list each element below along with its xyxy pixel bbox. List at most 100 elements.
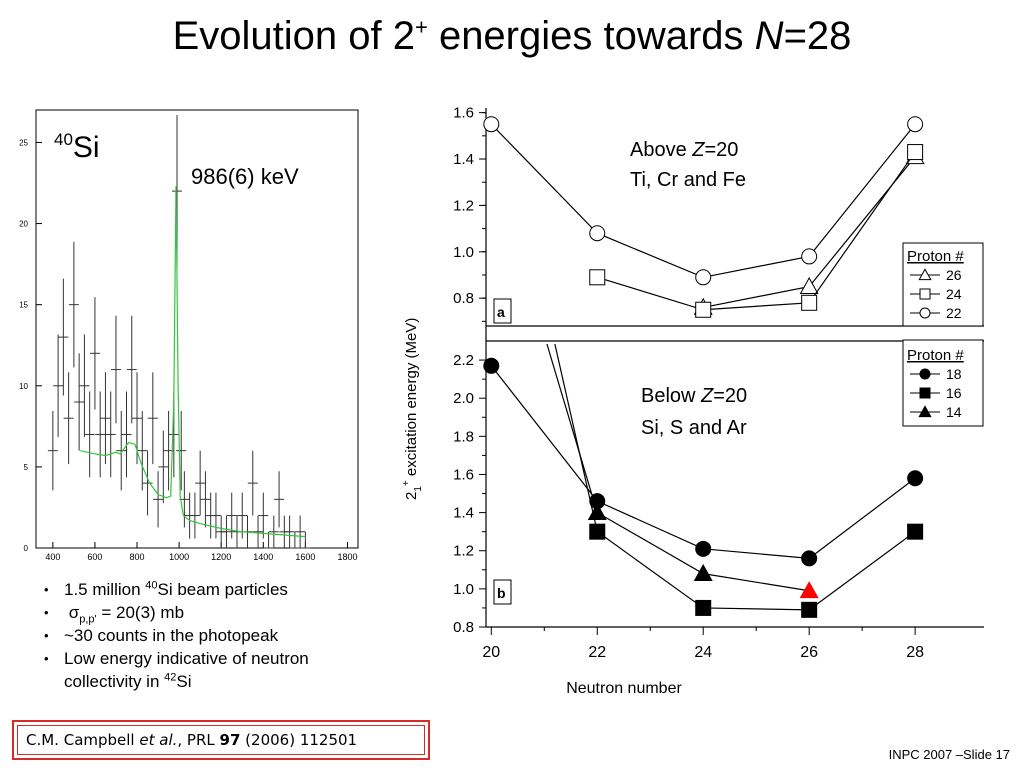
panel-a-legend: Proton # 26 24 22 <box>902 242 984 327</box>
x-tick-label: 24 <box>694 644 712 661</box>
panel-a-data-point-22 <box>907 116 924 133</box>
panel-b-tag: b <box>493 579 512 605</box>
bullet-counts: ~30 counts in the photopeak <box>44 624 309 647</box>
panel-b-y-tick-label: 0.8 <box>453 619 474 636</box>
spectrum-y-tick-label: 0 <box>24 544 29 553</box>
panel-a-y-tick-label: 0.8 <box>453 290 474 307</box>
panel-b-tag-box <box>493 579 512 605</box>
panel-b-data-point-16 <box>907 523 924 540</box>
spectrum-y-tick-label: 5 <box>24 463 29 472</box>
spectrum-x-tick-label: 1600 <box>295 552 315 562</box>
panel-a-y-tick-label: 1.6 <box>453 105 474 122</box>
bullet-cross-section: σp,p' = 20(3) mb <box>44 601 309 625</box>
panel-b-y-tick-label: 2.2 <box>453 352 474 369</box>
panel-b-data-point-14 <box>799 581 819 599</box>
svg-text:a: a <box>497 304 505 320</box>
bullet-beam-particles: 1.5 million 40Si beam particles <box>44 578 309 601</box>
panel-a-data-point-22 <box>589 225 606 242</box>
slide-footer: INPC 2007 –Slide 17 <box>888 747 1010 762</box>
bullet-collectivity: Low energy indicative of neutroncollecti… <box>44 647 309 693</box>
panel-b-y-tick-label: 2.0 <box>453 390 474 407</box>
panel-a-legend-label-26: 26 <box>946 267 962 283</box>
panel-a-series-line-24 <box>597 151 916 311</box>
panel-b-legend-label-16: 16 <box>946 385 962 401</box>
panel-a-legend-marker-24 <box>919 288 931 300</box>
panel-b-y-tick-label: 1.2 <box>453 543 474 560</box>
bullet-list: 1.5 million 40Si beam particles σp,p' = … <box>44 578 309 693</box>
panel-b-legend-label-14: 14 <box>946 404 962 420</box>
reference-box: C.M. Campbell et al., PRL 97 (2006) 1125… <box>12 720 430 760</box>
svg-text:b: b <box>497 585 506 601</box>
spectrum-x-tick-label: 400 <box>45 552 60 562</box>
panel-b-data-point-18 <box>907 470 924 487</box>
panel-b-legend-marker-14 <box>918 405 932 418</box>
spectrum-x-tick-label: 1200 <box>211 552 231 562</box>
panel-a-data-point-24 <box>907 144 924 161</box>
panel-a-y-tick-label: 1.0 <box>453 244 474 261</box>
panel-a-data-point-24 <box>801 294 818 311</box>
panel-b-legend-title: Proton # <box>907 347 964 364</box>
slide-title: Evolution of 2+ energies towards N=28 <box>0 14 1024 59</box>
spectrum-fit-curve <box>80 186 306 538</box>
panel-b-data-point-16 <box>801 601 818 618</box>
panel-b-data-point-16 <box>589 523 606 540</box>
x-tick-label: 26 <box>800 644 818 661</box>
panel-a-y-tick-label: 1.4 <box>453 151 474 168</box>
panel-b-series <box>483 343 924 618</box>
panel-b-data-point-18 <box>483 357 500 374</box>
panel-a-annotation-line1: Above Z=20 <box>630 139 738 161</box>
panel-a-axes: 0.8 1.0 1.2 1.4 1.6 <box>453 105 486 322</box>
panel-b-offscale-line-14 <box>546 343 598 513</box>
title-italic-N: N <box>754 14 784 58</box>
panel-b-y-tick-label: 1.6 <box>453 466 474 483</box>
panel-a-data-point-26 <box>799 276 819 294</box>
panel-b-series-line-16 <box>596 531 916 611</box>
panel-a-series <box>483 116 925 318</box>
title-text-end: =28 <box>783 14 852 58</box>
x-axis-label: Neutron number <box>566 680 682 697</box>
panel-a-legend-marker-22 <box>919 307 931 319</box>
spectrum-plot-frame <box>35 109 359 549</box>
isotope-symbol: Si <box>73 131 100 164</box>
panel-a-data-point-24 <box>589 269 606 286</box>
panel-a-tag: a <box>493 298 512 324</box>
peak-energy-label: 986(6) keV <box>191 164 299 189</box>
panel-b-legend: Proton # 18 16 14 <box>902 339 984 427</box>
panel-b-data-point-14 <box>587 502 607 520</box>
panel-b-data-point-14 <box>693 563 713 582</box>
title-text-mid: energies towards <box>427 14 755 58</box>
spectrum-y-tick-label: 20 <box>19 220 28 229</box>
panel-b-data-point-18 <box>801 550 818 567</box>
excitation-energy-chart: 0.8 1.0 1.2 1.4 1.6 0.8 1.0 1.2 1.4 1.6 1.8 2.0 2.2… <box>401 105 984 697</box>
panel-b-y-tick-label: 1.4 <box>453 505 474 522</box>
panel-b-legend-marker-18 <box>919 368 931 380</box>
panel-a-data-point-22 <box>695 269 712 286</box>
panel-a-data-point-22 <box>801 248 818 265</box>
isotope-mass-number: 40 <box>54 130 73 149</box>
panel-b-legend-marker-16 <box>919 387 931 399</box>
spectrum-isotope-label: 40Si <box>54 130 100 164</box>
spectrum-x-tick-label: 1400 <box>253 552 273 562</box>
spectrum-histogram <box>47 115 311 549</box>
panel-a-data-point-22 <box>483 116 500 133</box>
sigma-symbol: σ <box>68 603 80 622</box>
spectrum-x-tick-label: 1000 <box>169 552 189 562</box>
panel-a-legend-marker-26 <box>918 268 932 281</box>
spectrum-axes: 400 600 800 1000 1200 1400 1600 1800 0 5 10 15 20 25 <box>19 138 357 562</box>
spectrum-y-tick-label: 15 <box>19 301 28 310</box>
panel-a-annotation-line2: Ti, Cr and Fe <box>630 169 746 191</box>
panel-a-data-point-24 <box>695 301 712 318</box>
y-axis-label: 21+ excitation energy (MeV) <box>401 318 424 500</box>
spectrum-x-tick-label: 600 <box>87 552 102 562</box>
panel-b-y-tick-label: 1.8 <box>453 428 474 445</box>
gamma-spectrum-chart: 400 600 800 1000 1200 1400 1600 18000510152025 … <box>19 109 359 562</box>
title-superscript: + <box>414 14 428 40</box>
panel-a-legend-label-22: 22 <box>946 305 962 321</box>
spectrum-frame <box>35 109 359 549</box>
panel-b-data-point-16 <box>695 599 712 616</box>
panel-b-annotation-line1: Below Z=20 <box>641 385 747 407</box>
spectrum-y-tick-label: 25 <box>19 138 28 147</box>
panel-a-tag-box <box>493 298 512 324</box>
panel-b-data-point-18 <box>695 540 712 557</box>
title-text: Evolution of 2 <box>172 14 415 58</box>
